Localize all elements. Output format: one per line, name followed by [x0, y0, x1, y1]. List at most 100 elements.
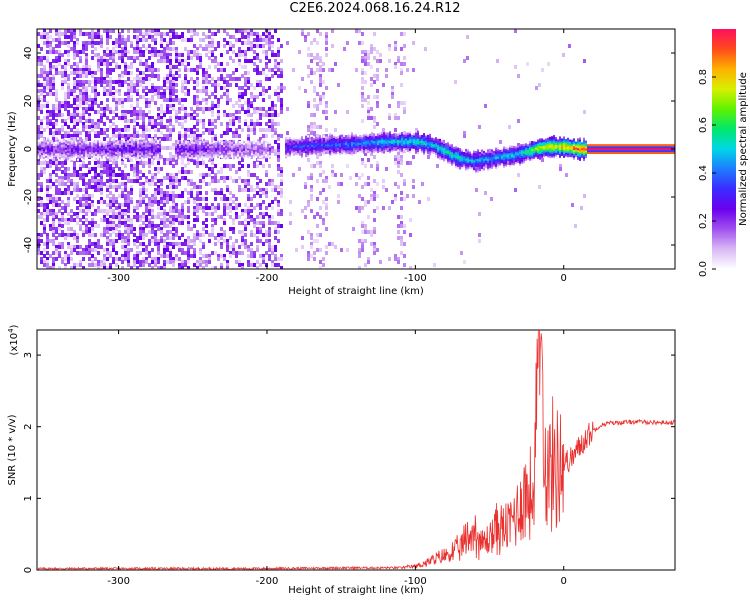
heat-cell: [160, 167, 163, 171]
ridge-cell: [267, 143, 269, 146]
ridge-cell: [211, 147, 213, 150]
ridge-cell: [139, 156, 141, 159]
heat-cell: [403, 230, 406, 234]
heat-cell: [274, 152, 277, 156]
heat-cell: [40, 197, 43, 201]
heat-cell: [274, 107, 277, 111]
heat-cell: [277, 221, 280, 225]
heat-cell: [127, 209, 130, 213]
ridge-cell: [209, 153, 211, 156]
ridge-cell: [81, 138, 83, 141]
ridge-cell: [107, 140, 109, 144]
heat-cell: [52, 86, 55, 90]
ridge-cell: [255, 155, 257, 158]
heat-cell: [94, 122, 97, 126]
heat-cell: [298, 86, 301, 90]
heat-cell: [106, 116, 109, 120]
heat-cell: [142, 236, 145, 240]
heat-cell: [244, 50, 247, 54]
heat-cell: [331, 29, 334, 33]
heat-cell: [52, 107, 55, 111]
heat-cell: [262, 233, 265, 237]
heat-cell: [100, 80, 103, 84]
heat-cell: [124, 197, 127, 201]
ridge-cell: [77, 154, 79, 157]
ridge-cell: [303, 150, 305, 153]
heat-cell: [196, 56, 199, 60]
heat-cell: [199, 257, 202, 261]
heat-cell: [478, 125, 481, 129]
heat-cell: [175, 50, 178, 54]
heat-cell: [172, 197, 175, 201]
heat-cell: [259, 194, 262, 198]
heat-cell: [181, 158, 184, 162]
heat-cell: [268, 95, 271, 99]
ridge-cell: [217, 142, 219, 145]
heat-cell: [244, 203, 247, 207]
heat-cell: [172, 86, 175, 90]
ridge-cell: [121, 143, 123, 146]
heat-cell: [112, 98, 115, 102]
heat-cell: [61, 134, 64, 138]
heat-cell: [187, 179, 190, 183]
heat-cell: [142, 221, 145, 225]
heat-cell: [202, 161, 205, 165]
heat-cell: [166, 191, 169, 195]
heat-cell: [187, 158, 190, 162]
heat-cell: [247, 197, 250, 201]
heat-cell: [82, 257, 85, 261]
heat-cell: [205, 260, 208, 264]
ridge-cell: [45, 145, 47, 149]
heat-cell: [139, 215, 142, 219]
heat-cell: [265, 233, 268, 237]
ridge-cell: [119, 153, 121, 156]
heat-cell: [310, 197, 313, 201]
heat-cell: [43, 116, 46, 120]
heat-cell: [256, 236, 259, 240]
heat-cell: [139, 77, 142, 81]
heat-cell: [103, 29, 106, 33]
ridge-cell: [141, 139, 143, 142]
heat-cell: [106, 104, 109, 108]
heat-cell: [94, 167, 97, 171]
heat-cell: [250, 263, 253, 267]
heat-cell: [130, 227, 133, 231]
heat-cell: [214, 56, 217, 60]
heat-cell: [199, 59, 202, 63]
heat-cell: [61, 71, 64, 75]
ridge-cell: [301, 149, 303, 152]
heat-cell: [271, 104, 274, 108]
heat-cell: [223, 194, 226, 198]
ridge-cell: [301, 153, 303, 156]
ridge-cell: [213, 140, 215, 143]
heat-cell: [169, 161, 172, 165]
heat-cell: [88, 95, 91, 99]
heat-cell: [259, 38, 262, 42]
heat-cell: [142, 173, 145, 177]
heat-cell: [319, 77, 322, 81]
heat-cell: [319, 164, 322, 168]
ridge-cell: [69, 139, 71, 142]
heat-cell: [247, 215, 250, 219]
heat-cell: [76, 107, 79, 111]
ridge-cell: [233, 155, 235, 158]
ridge-cell: [231, 143, 233, 146]
ridge-cell: [239, 156, 241, 159]
ridge-cell: [151, 139, 153, 142]
heat-cell: [232, 206, 235, 210]
heat-cell: [106, 158, 109, 162]
heat-cell: [373, 74, 376, 78]
heat-cell: [541, 158, 544, 162]
ridge-cell: [193, 155, 195, 158]
heat-cell: [136, 170, 139, 174]
ridge-cell: [187, 144, 189, 147]
heat-cell: [202, 266, 205, 269]
heat-cell: [160, 191, 163, 195]
heat-cell: [274, 248, 277, 252]
heat-cell: [112, 116, 115, 120]
heat-cell: [289, 221, 292, 225]
heat-cell: [265, 113, 268, 117]
heat-cell: [49, 80, 52, 84]
ridge-cell: [131, 150, 133, 154]
heat-cell: [166, 236, 169, 240]
